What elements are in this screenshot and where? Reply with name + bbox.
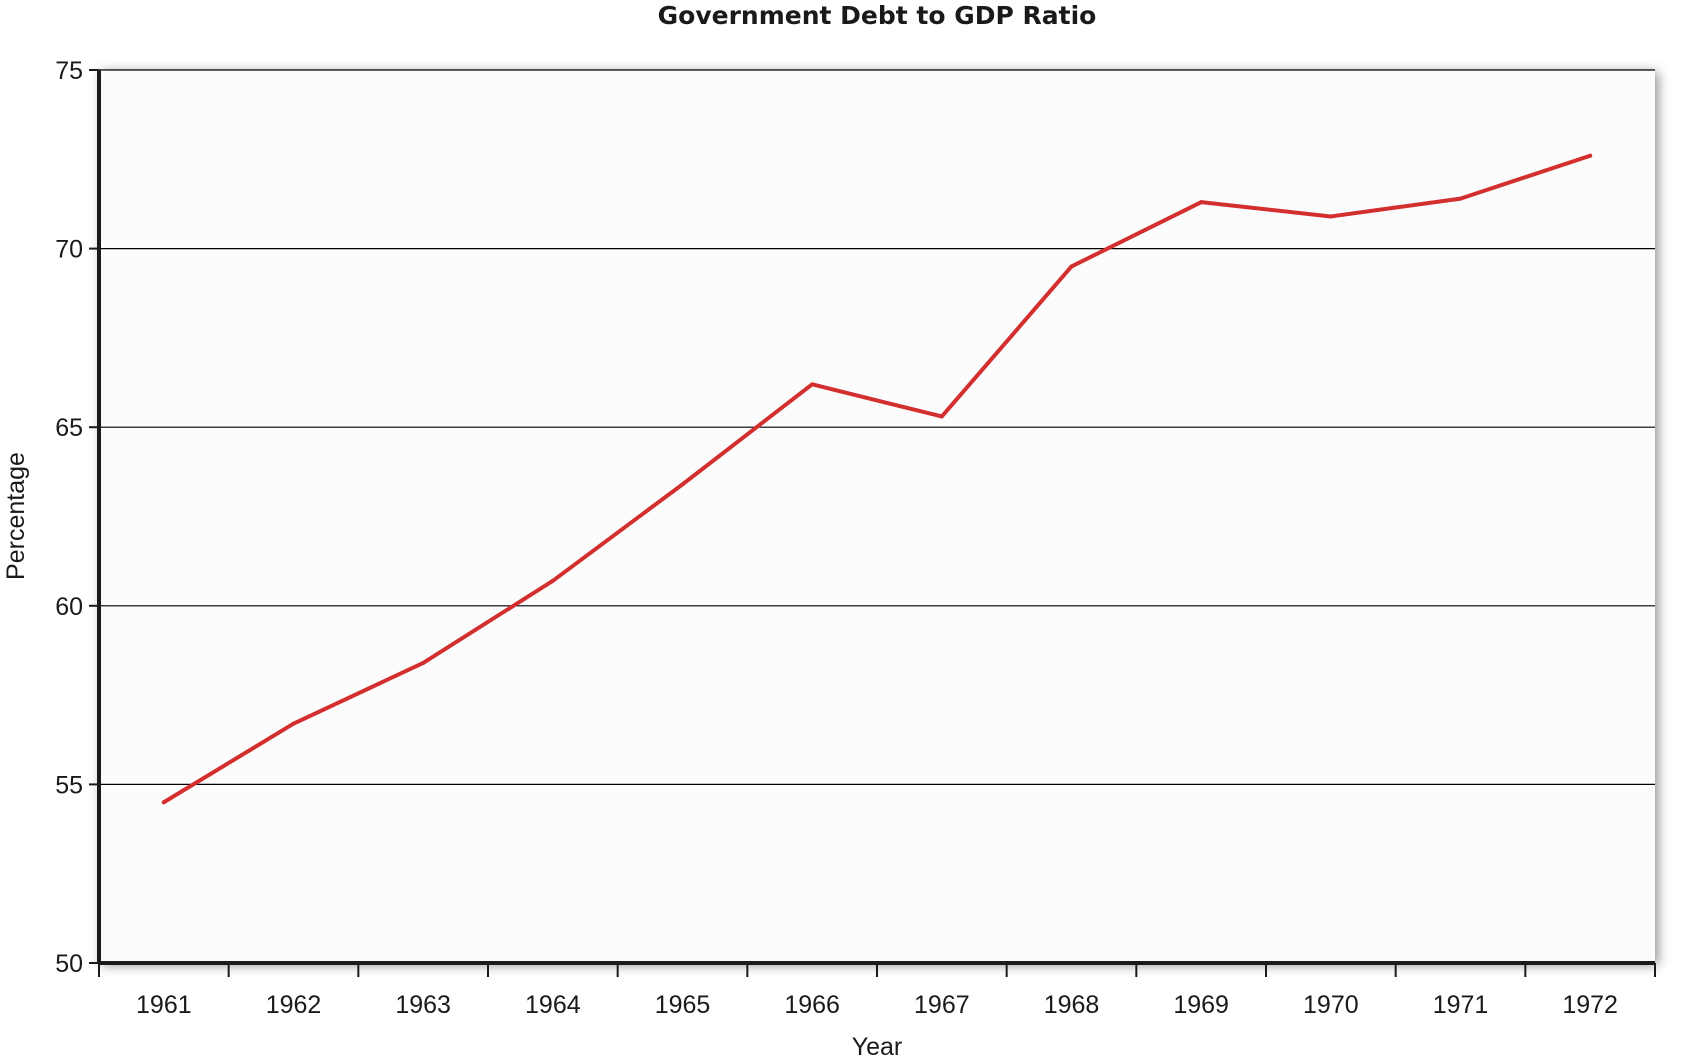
gridlines bbox=[99, 69, 1655, 786]
series-line-0 bbox=[161, 153, 1593, 805]
x-tick-label-1961: 1961 bbox=[136, 991, 192, 1019]
y-axis-label: Percentage bbox=[2, 452, 30, 580]
data-point-1968 bbox=[1069, 264, 1074, 269]
x-tick-label-1968: 1968 bbox=[1044, 991, 1100, 1019]
y-tick-label-55: 55 bbox=[55, 771, 83, 799]
x-tick-label-1967: 1967 bbox=[914, 991, 970, 1019]
y-tick-label-50: 50 bbox=[55, 950, 83, 978]
plot-area bbox=[99, 70, 1655, 963]
x-tick-label-1970: 1970 bbox=[1303, 991, 1359, 1019]
x-tick-label-1971: 1971 bbox=[1433, 991, 1489, 1019]
y-tick-label-60: 60 bbox=[55, 593, 83, 621]
x-tick-label-1972: 1972 bbox=[1562, 991, 1618, 1019]
x-tick-label-1964: 1964 bbox=[525, 991, 581, 1019]
data-point-1963 bbox=[421, 660, 426, 665]
x-tick-label-1963: 1963 bbox=[395, 991, 451, 1019]
data-point-1964 bbox=[550, 578, 555, 583]
data-point-1967 bbox=[939, 414, 944, 419]
y-tick-label-70: 70 bbox=[55, 236, 83, 264]
data-point-1961 bbox=[161, 800, 166, 805]
data-point-1962 bbox=[291, 721, 296, 726]
x-axis: 1961 1962 1963 1964 1965 1966 1967 1968 1969 1970… bbox=[98, 961, 1656, 1019]
data-point-1965 bbox=[680, 482, 685, 487]
y-axis: 50 55 60 65 70 75 bbox=[55, 57, 101, 978]
chart-title: Government Debt to GDP Ratio bbox=[658, 1, 1097, 30]
data-point-1971 bbox=[1458, 196, 1463, 201]
data-point-1972 bbox=[1588, 153, 1593, 158]
x-tick-label-1965: 1965 bbox=[655, 991, 711, 1019]
x-tick-label-1969: 1969 bbox=[1173, 991, 1229, 1019]
data-point-1966 bbox=[810, 382, 815, 387]
y-tick-label-75: 75 bbox=[55, 57, 83, 85]
y-tick-label-65: 65 bbox=[55, 414, 83, 442]
x-tick-label-1966: 1966 bbox=[784, 991, 840, 1019]
data-point-1970 bbox=[1328, 214, 1333, 219]
x-tick-label-1962: 1962 bbox=[266, 991, 322, 1019]
data-point-1969 bbox=[1199, 200, 1204, 205]
data-series bbox=[161, 153, 1593, 805]
x-axis-label: Year bbox=[852, 1033, 903, 1061]
